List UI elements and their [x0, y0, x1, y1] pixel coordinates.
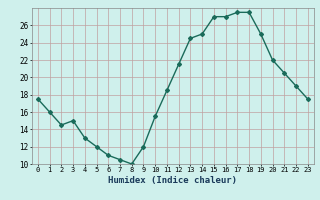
X-axis label: Humidex (Indice chaleur): Humidex (Indice chaleur) — [108, 176, 237, 185]
